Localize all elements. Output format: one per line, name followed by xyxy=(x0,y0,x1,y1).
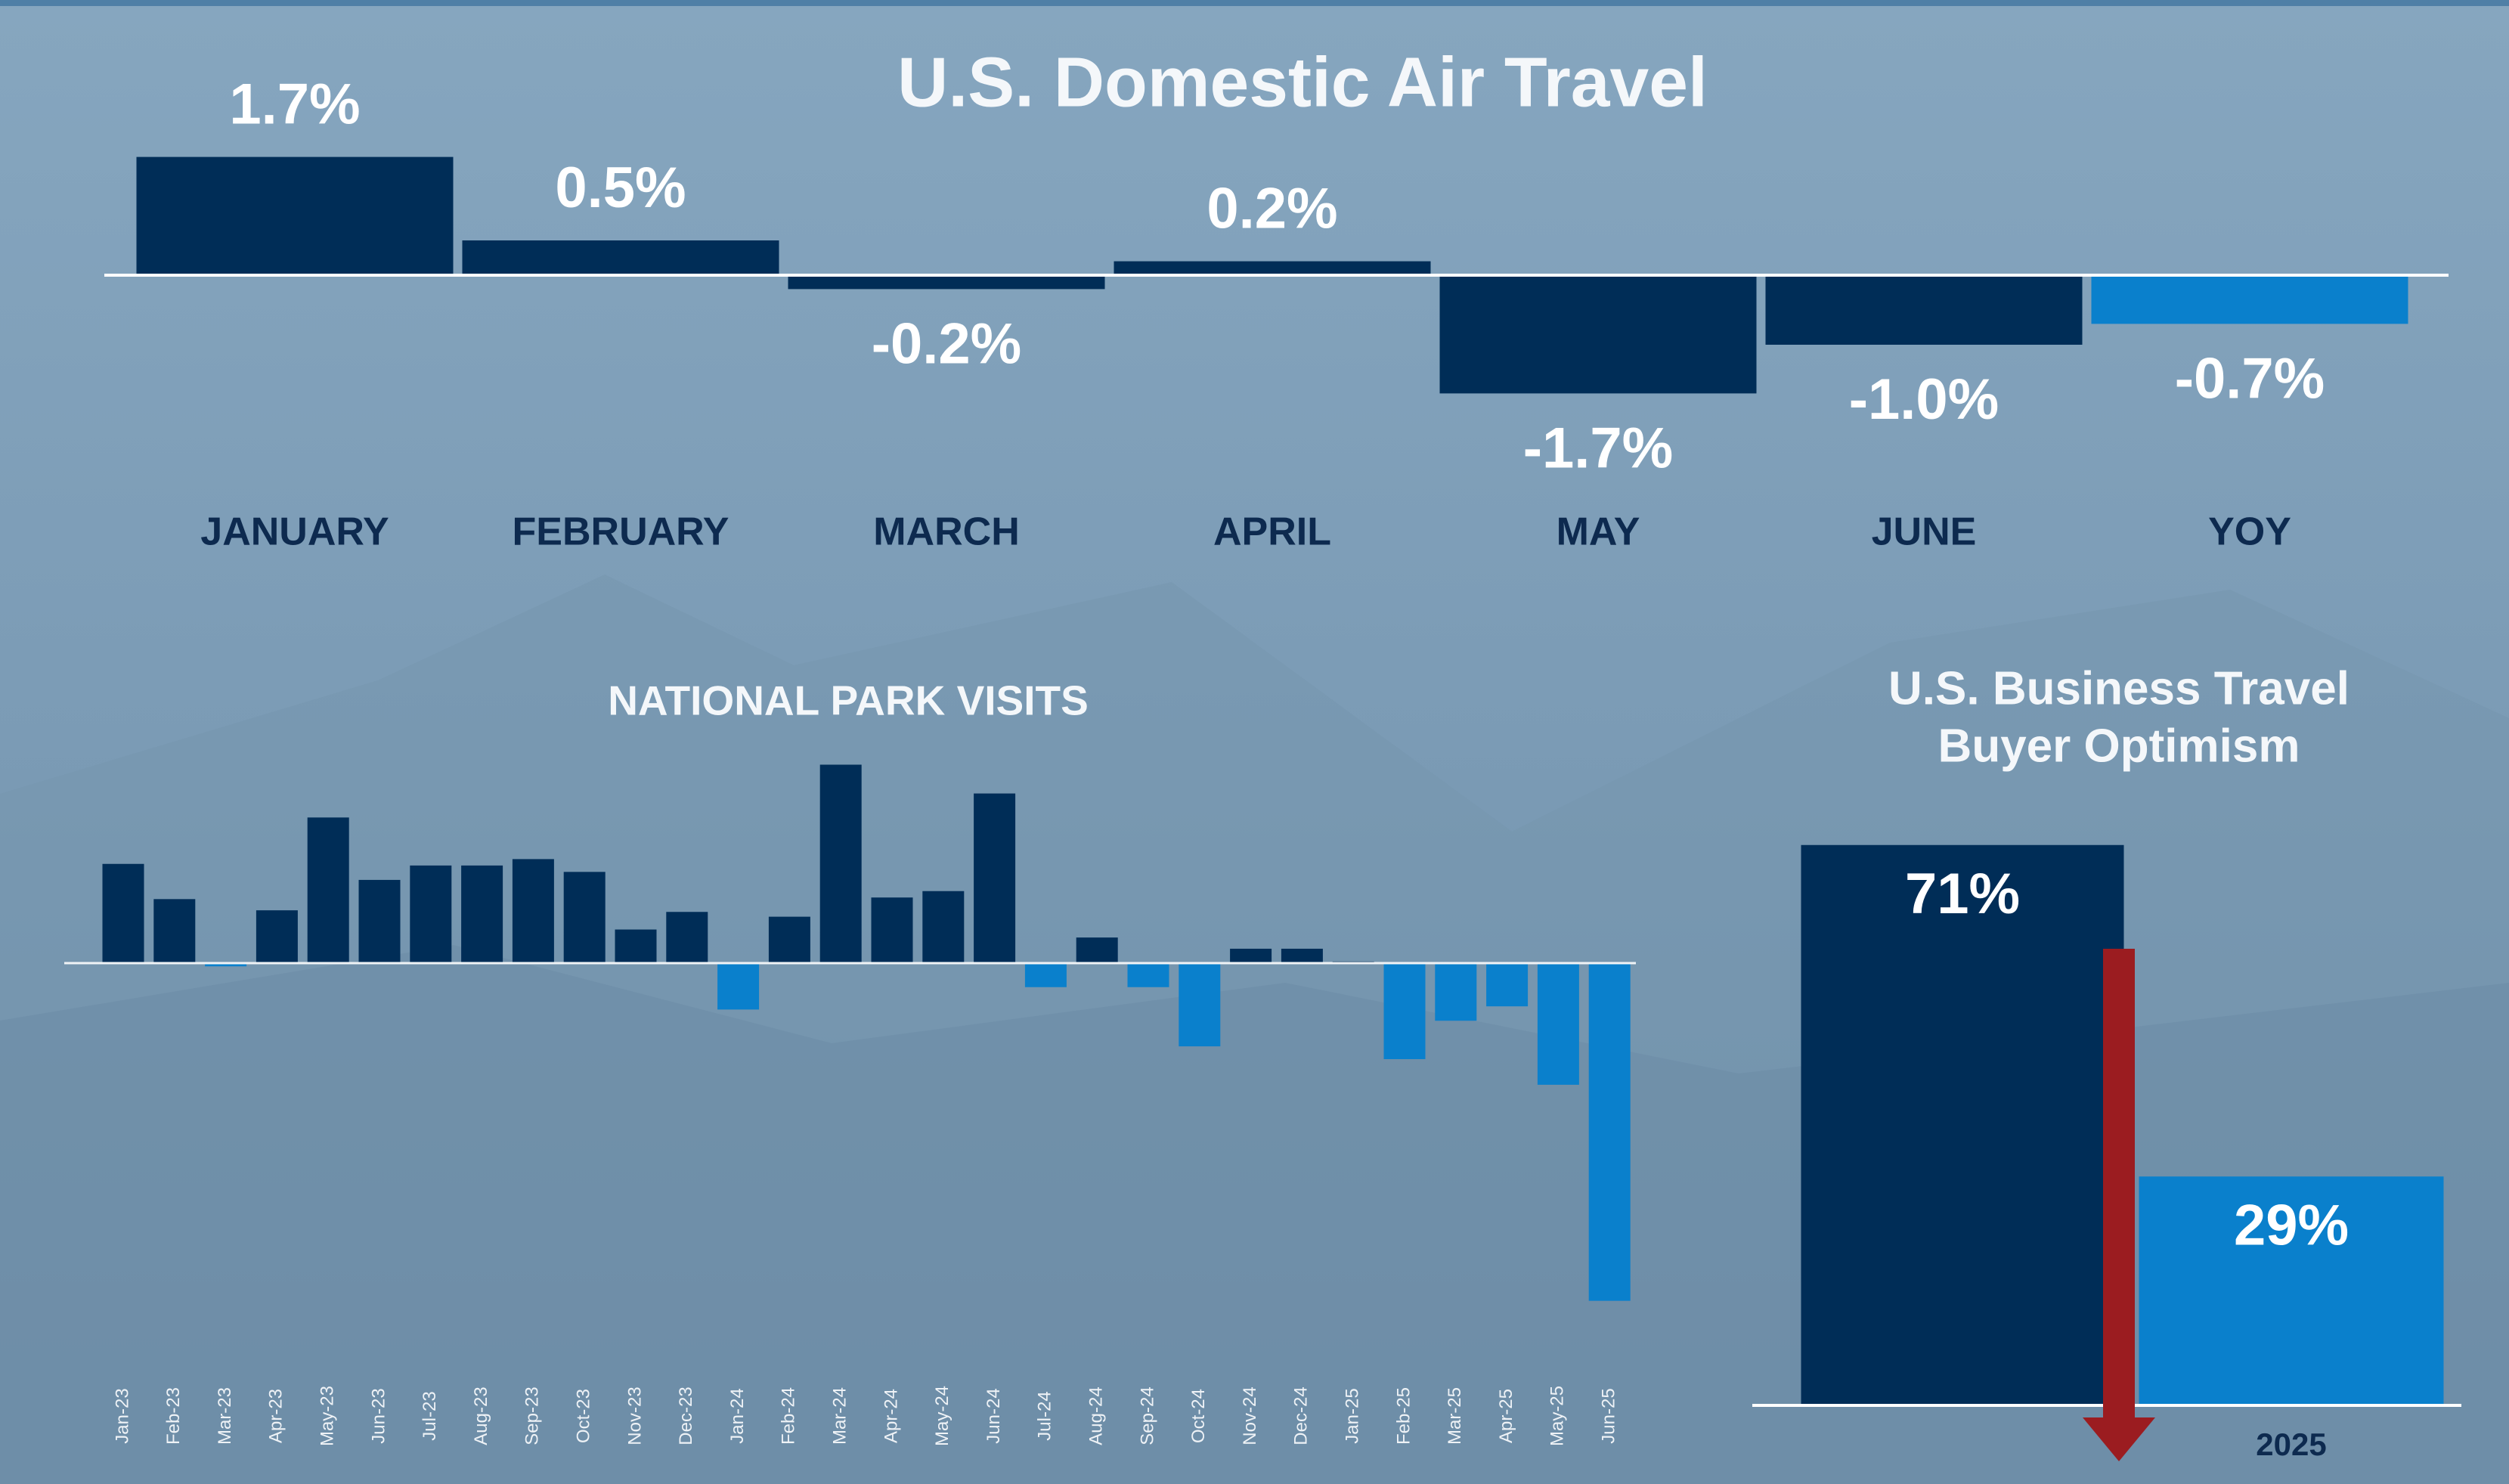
x-tick-label: Jan-25 xyxy=(1343,1388,1363,1443)
x-tick-label: MAY xyxy=(1557,510,1640,554)
chart-title: U.S. Business Travel xyxy=(1888,662,2349,714)
x-tick-label: Feb-24 xyxy=(779,1387,799,1445)
bar xyxy=(359,880,401,963)
value-label: -1.7% xyxy=(1523,416,1674,480)
bar xyxy=(103,864,144,963)
top-border xyxy=(0,0,2509,6)
x-tick-label: Apr-25 xyxy=(1496,1389,1516,1443)
x-tick-label: Jun-23 xyxy=(368,1388,389,1443)
page: U.S. Domestic Air Travel NATIONAL PARK V… xyxy=(0,0,2509,1484)
bar xyxy=(769,917,810,963)
bar xyxy=(308,817,349,963)
bar xyxy=(463,240,779,275)
bar xyxy=(615,930,657,963)
x-tick-label: JANUARY xyxy=(200,510,389,554)
trend-arrow-shaft xyxy=(2103,949,2135,1417)
value-label: 0.2% xyxy=(1206,177,1337,241)
bar xyxy=(1179,963,1220,1046)
x-tick-label: Jun-25 xyxy=(1599,1388,1619,1443)
bar xyxy=(922,891,964,963)
x-tick-label: Feb-25 xyxy=(1393,1387,1414,1445)
chart-title: Buyer Optimism xyxy=(1938,720,2300,772)
chart-title: U.S. Domestic Air Travel xyxy=(897,43,1708,122)
value-label: -1.0% xyxy=(1849,367,1999,432)
bar xyxy=(2092,275,2408,324)
bar xyxy=(1076,937,1118,963)
bar xyxy=(1538,963,1579,1085)
x-tick-label: Jan-24 xyxy=(727,1388,748,1443)
bar xyxy=(1281,949,1323,963)
x-tick-label: Mar-24 xyxy=(830,1387,850,1445)
x-tick-label: Jul-24 xyxy=(1035,1391,1055,1440)
x-tick-label: Sep-23 xyxy=(522,1386,543,1445)
chart-title: NATIONAL PARK VISITS xyxy=(608,677,1089,724)
x-tick-label: Dec-23 xyxy=(676,1386,696,1445)
x-tick-label: Jan-23 xyxy=(112,1388,132,1443)
x-tick-label: Apr-24 xyxy=(881,1389,901,1443)
bar xyxy=(1114,262,1431,275)
x-tick-label: MARCH xyxy=(873,510,1020,554)
bar xyxy=(137,157,454,275)
x-tick-label: FEBRUARY xyxy=(513,510,729,554)
bar xyxy=(820,764,862,963)
x-tick-label: Aug-23 xyxy=(471,1386,491,1445)
bar xyxy=(1589,963,1631,1301)
bar xyxy=(1440,275,1757,393)
bar xyxy=(1486,963,1528,1006)
bar xyxy=(410,866,451,963)
x-tick-label: APRIL xyxy=(1213,510,1331,554)
x-tick-label: Jun-24 xyxy=(983,1388,1004,1443)
value-label: -0.7% xyxy=(2175,346,2325,411)
bar xyxy=(872,897,913,963)
bar xyxy=(1230,949,1272,963)
chart: U.S. Domestic Air Travel NATIONAL PARK V… xyxy=(0,0,2509,1484)
x-tick-label: Feb-23 xyxy=(163,1387,184,1445)
bar xyxy=(461,866,503,963)
bar xyxy=(1435,963,1476,1021)
x-tick-label: YOY xyxy=(2208,510,2291,554)
bar xyxy=(974,794,1015,963)
x-tick-label: Mar-23 xyxy=(215,1387,235,1445)
x-tick-label: May-24 xyxy=(932,1386,952,1446)
bar xyxy=(564,872,606,963)
bar xyxy=(1025,963,1067,987)
x-tick-label: May-25 xyxy=(1547,1386,1568,1446)
x-tick-label: Oct-23 xyxy=(574,1389,594,1443)
value-label: 71% xyxy=(1905,862,2020,926)
x-tick-label: Sep-24 xyxy=(1137,1386,1157,1445)
x-tick-label: JUNE xyxy=(1872,510,1977,554)
bar xyxy=(717,963,759,1009)
bar xyxy=(256,910,298,963)
bar xyxy=(1128,963,1169,987)
bar xyxy=(1384,963,1426,1059)
value-label: 29% xyxy=(2234,1193,2349,1257)
x-tick-label: May-23 xyxy=(317,1386,338,1446)
x-tick-label: Nov-24 xyxy=(1240,1386,1260,1445)
bar xyxy=(153,899,195,963)
x-tick-label: Jul-23 xyxy=(420,1391,440,1440)
x-tick-label: Apr-23 xyxy=(266,1389,287,1443)
x-tick-label: 2025 xyxy=(2256,1427,2326,1462)
x-tick-label: Nov-23 xyxy=(624,1386,645,1445)
x-tick-label: Aug-24 xyxy=(1086,1386,1107,1445)
bar xyxy=(666,912,708,963)
x-tick-label: Dec-24 xyxy=(1291,1386,1312,1445)
x-tick-label: Oct-24 xyxy=(1188,1389,1209,1443)
bar xyxy=(1801,845,2124,1405)
value-label: 0.5% xyxy=(555,156,686,220)
value-label: 1.7% xyxy=(229,73,360,137)
x-tick-label: Mar-25 xyxy=(1445,1387,1465,1445)
bar xyxy=(513,859,554,963)
bar xyxy=(1766,275,2083,345)
bar xyxy=(788,275,1105,289)
value-label: -0.2% xyxy=(872,311,1022,376)
